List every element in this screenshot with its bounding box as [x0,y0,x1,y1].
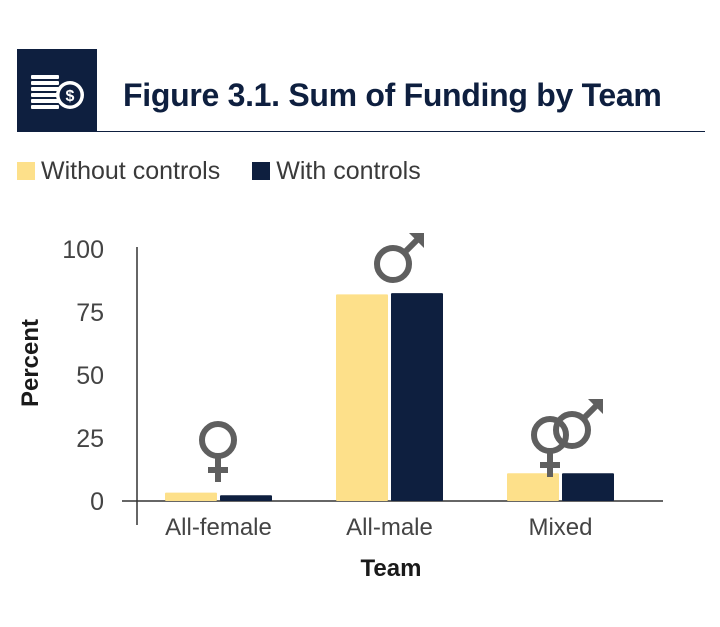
legend-swatch-without-controls [17,162,35,180]
x-tick-label: Mixed [528,514,592,541]
x-axis-labels: All-female All-male Mixed [165,514,592,541]
y-tick-label: 25 [76,425,104,453]
bar-all-female-with-controls [220,495,272,501]
chart-bars [165,293,614,501]
legend-swatch-with-controls [252,162,271,180]
mixed-gender-symbol-icon [531,399,603,477]
x-tick-label: All-male [346,514,433,541]
bar-mixed-without-controls [507,473,559,501]
male-symbol-icon [374,233,424,283]
chart-title: Figure 3.1. Sum of Funding by Team [123,77,662,113]
y-tick-label: 50 [76,362,104,390]
bar-all-male-with-controls [391,293,443,501]
legend-label-with-controls: With controls [276,156,421,185]
y-tick-label: 100 [62,236,104,264]
legend-item-with-controls: With controls [252,156,421,186]
y-tick-label: 75 [76,299,104,327]
bar-chart: 0 25 50 75 100 All-female All-male Mixed Perce… [17,233,663,582]
chart-legend: Without controls With controls [17,154,453,188]
x-axis-label: Team [361,555,422,582]
y-tick-label: 0 [90,488,104,516]
gender-symbols [199,233,603,482]
y-axis-label: Percent [17,319,44,407]
legend-item-without-controls: Without controls [17,157,220,186]
bar-all-male-without-controls [336,294,388,501]
bar-all-female-without-controls [165,492,217,501]
figure-header: $ Figure 3.1. Sum of Funding by Team [17,49,705,132]
bar-mixed-with-controls [562,473,614,501]
legend-label-without-controls: Without controls [41,156,221,185]
female-symbol-icon [199,421,237,482]
x-tick-label: All-female [165,514,272,541]
svg-text:$: $ [66,88,75,105]
y-axis-ticks: 0 25 50 75 100 [62,236,104,516]
money-coins-icon: $ [17,49,97,131]
